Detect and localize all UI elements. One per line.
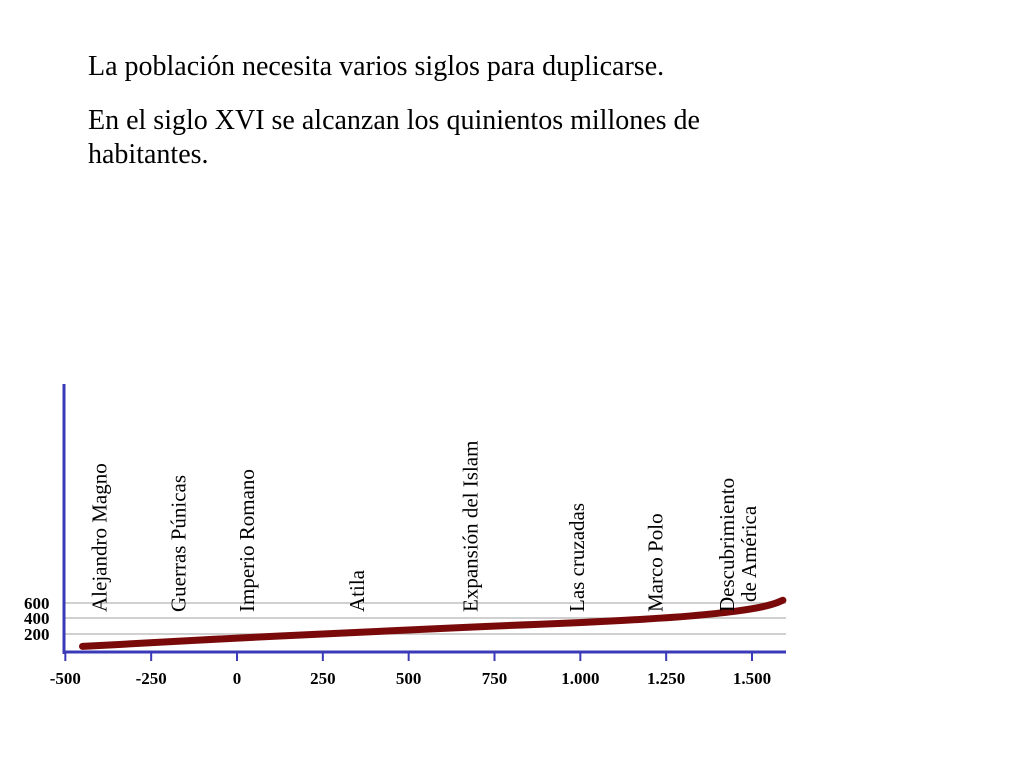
series-line-0: [79, 596, 787, 650]
x-tick-label--500: -500: [50, 669, 81, 688]
event-label-7-1: de América: [737, 505, 761, 602]
event-label-6-0: Marco Polo: [644, 513, 668, 612]
event-label-4-0: Expansión del Islam: [458, 441, 482, 612]
axes: [62, 384, 786, 661]
event-label-0-0: Alejandro Magno: [88, 463, 112, 612]
slide-subtitle: En el siglo XVI se alcanzan los quinient…: [88, 105, 700, 170]
y-tick-label-600: 600: [24, 594, 50, 613]
event-annotation-0: Alejandro Magno: [88, 463, 112, 612]
x-tick-label-1500: 1.500: [733, 669, 771, 688]
event-annotation-1: Guerras Púnicas: [167, 475, 191, 612]
event-annotations: Alejandro Magno Guerras Púnicas Imperio Ro…: [88, 441, 762, 612]
y-tick-label-400: 400: [24, 609, 50, 628]
x-tick-label-1250: 1.250: [647, 669, 685, 688]
x-tick-label-750: 750: [482, 669, 508, 688]
x-tick-label-250: 250: [310, 669, 336, 688]
event-annotation-6: Marco Polo: [644, 513, 668, 612]
event-annotation-2: Imperio Romano: [235, 469, 259, 612]
x-tick-labels: -500 -250 0 250 500 750 1.000 1.250 1.500: [50, 669, 771, 688]
event-label-3-0: Atila: [345, 569, 369, 612]
x-tick-label-500: 500: [396, 669, 422, 688]
slide-title: La población necesita varios siglos para…: [88, 51, 665, 82]
event-annotation-3: Atila: [345, 569, 369, 612]
x-tick-label--250: -250: [136, 669, 167, 688]
series-lines: [79, 596, 787, 650]
event-label-1-0: Guerras Púnicas: [167, 475, 191, 612]
event-annotation-4: Expansión del Islam: [458, 441, 482, 612]
event-label-5-0: Las cruzadas: [565, 503, 589, 612]
event-label-7-0: Descubrimiento: [715, 478, 739, 612]
x-tick-label-0: 0: [233, 669, 242, 688]
x-tick-label-1000: 1.000: [561, 669, 599, 688]
event-annotation-5: Las cruzadas: [565, 503, 589, 612]
event-label-2-0: Imperio Romano: [235, 469, 259, 612]
y-tick-label-200: 200: [24, 625, 50, 644]
